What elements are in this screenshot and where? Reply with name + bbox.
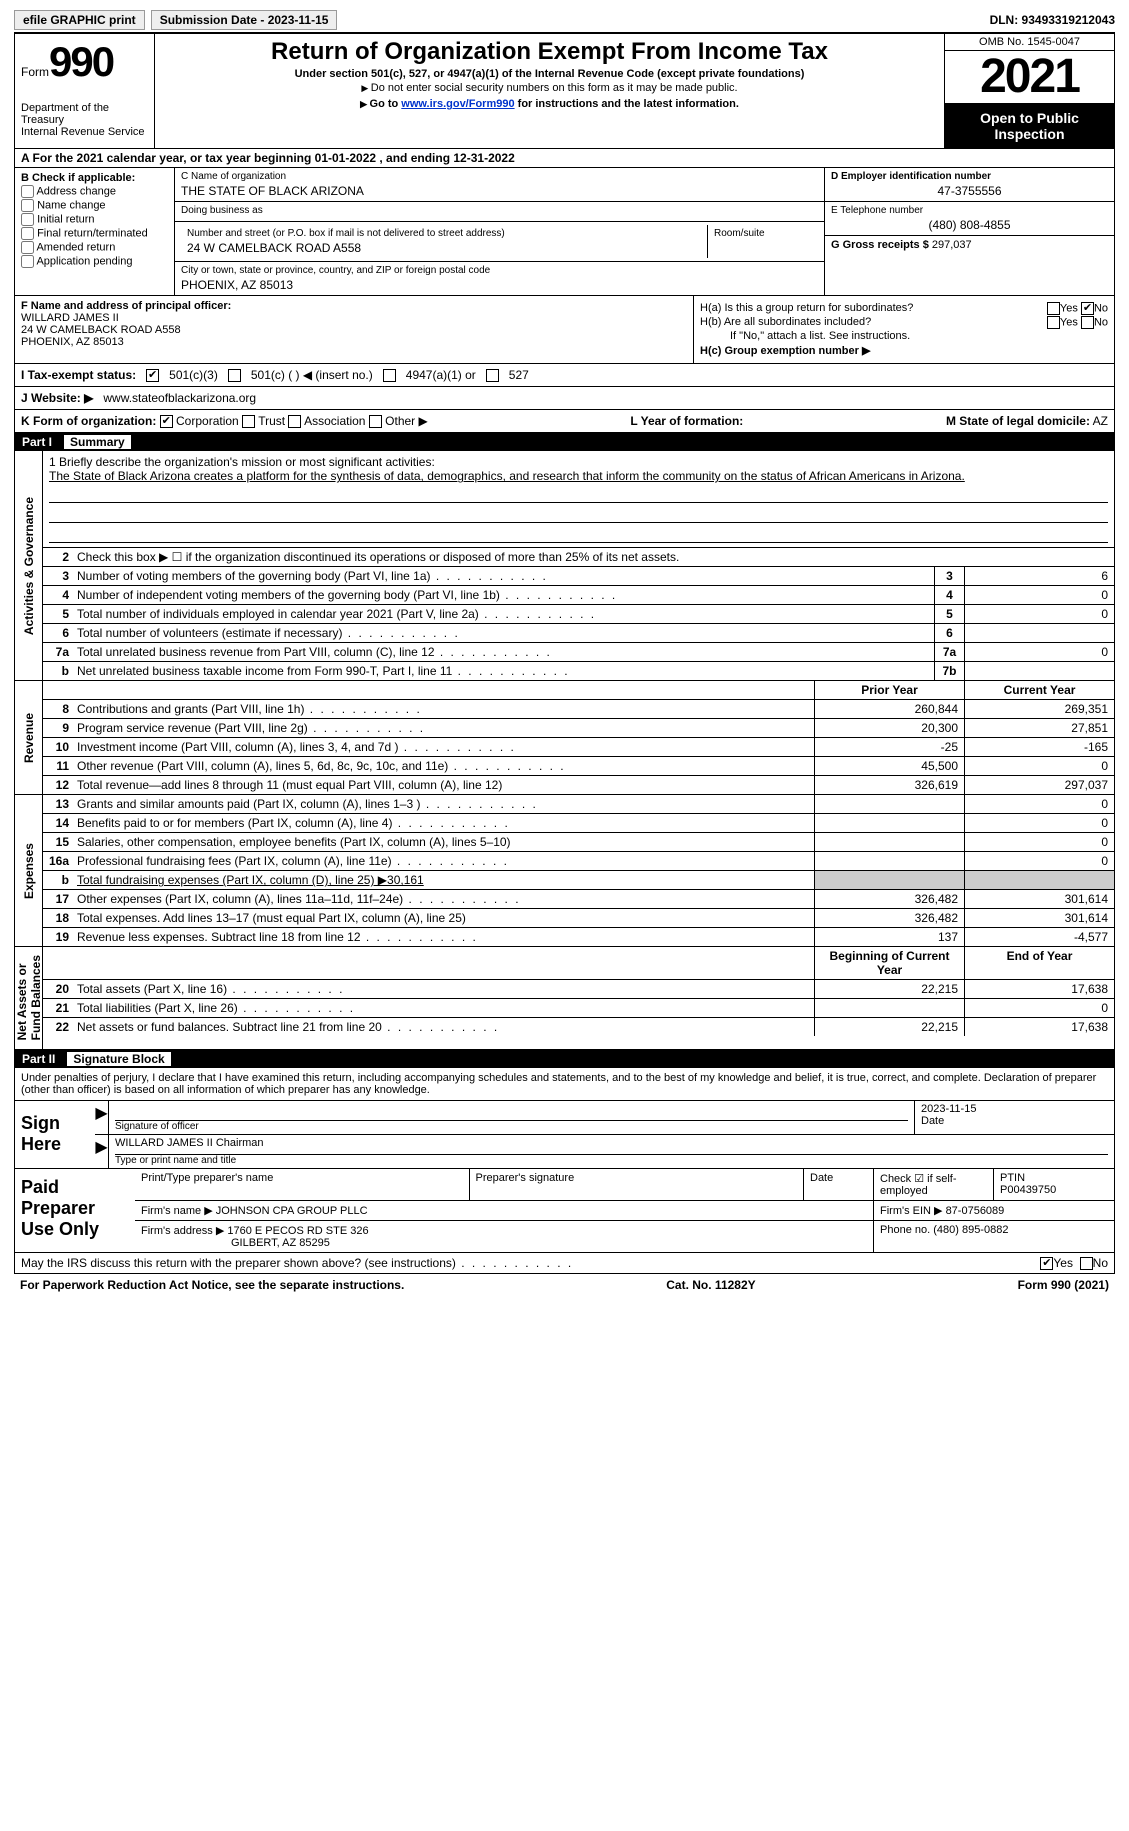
form-title: Return of Organization Exempt From Incom… — [161, 38, 938, 66]
footer: For Paperwork Reduction Act Notice, see … — [14, 1274, 1115, 1296]
cb-hb-yes[interactable] — [1047, 316, 1060, 329]
gross-receipts: 297,037 — [932, 239, 972, 251]
officer-name: WILLARD JAMES II — [21, 312, 687, 324]
arrow-icon: ▶ — [95, 1135, 109, 1168]
cb-501c3[interactable] — [146, 369, 159, 382]
street-address: 24 W CAMELBACK ROAD A558 — [187, 241, 701, 255]
prior-year-hdr: Prior Year — [814, 681, 964, 699]
part-1-header: Part I Summary — [14, 433, 1115, 451]
cb-501c[interactable] — [228, 369, 241, 382]
firm-ein: 87-0756089 — [946, 1205, 1005, 1217]
section-f: F Name and address of principal officer:… — [15, 296, 694, 363]
telephone: (480) 808-4855 — [831, 218, 1108, 232]
perjury-statement: Under penalties of perjury, I declare th… — [14, 1068, 1115, 1101]
cb-other[interactable] — [369, 415, 382, 428]
topbar: efile GRAPHIC print Submission Date - 20… — [14, 10, 1115, 33]
cb-address-change[interactable] — [21, 185, 34, 198]
current-year-hdr: Current Year — [964, 681, 1114, 699]
cb-name-change[interactable] — [21, 199, 34, 212]
omb-number: OMB No. 1545-0047 — [945, 34, 1114, 51]
col-b: B Check if applicable: Address change Na… — [15, 168, 175, 295]
na-label: Net Assets or Fund Balances — [15, 947, 43, 1048]
cb-corporation[interactable] — [160, 415, 173, 428]
firm-name: JOHNSON CPA GROUP PLLC — [216, 1205, 368, 1217]
cb-initial-return[interactable] — [21, 213, 34, 226]
begin-year-hdr: Beginning of Current Year — [814, 947, 964, 979]
tax-exempt-row: I Tax-exempt status: 501(c)(3) 501(c) ( … — [14, 364, 1115, 387]
end-year-hdr: End of Year — [964, 947, 1114, 979]
line5-val: 0 — [964, 605, 1114, 623]
public-inspection: Open to Public Inspection — [945, 104, 1114, 148]
cb-hb-no[interactable] — [1081, 316, 1094, 329]
officer-name-title: WILLARD JAMES II Chairman — [115, 1137, 1108, 1155]
section-h: H(a) Is this a group return for subordin… — [694, 296, 1114, 363]
department: Department of the Treasury Internal Reve… — [21, 102, 148, 138]
org-name: THE STATE OF BLACK ARIZONA — [181, 184, 818, 198]
cb-association[interactable] — [288, 415, 301, 428]
line6-val — [964, 624, 1114, 642]
cb-discuss-yes[interactable] — [1040, 1257, 1053, 1270]
cb-527[interactable] — [486, 369, 499, 382]
submission-date: Submission Date - 2023-11-15 — [151, 10, 338, 30]
tax-year: 2021 — [945, 51, 1114, 104]
firm-phone: (480) 895-0882 — [933, 1224, 1008, 1236]
paid-preparer-label: Paid Preparer Use Only — [15, 1169, 135, 1252]
cb-trust[interactable] — [242, 415, 255, 428]
line7b-val — [964, 662, 1114, 680]
cb-4947[interactable] — [383, 369, 396, 382]
row-a: A For the 2021 calendar year, or tax yea… — [14, 149, 1115, 168]
cb-ha-no[interactable] — [1081, 302, 1094, 315]
arrow-icon: ▶ — [95, 1101, 109, 1134]
discuss-row: May the IRS discuss this return with the… — [14, 1253, 1115, 1274]
sign-date: 2023-11-15 — [921, 1103, 1108, 1115]
firm-address: 1760 E PECOS RD STE 326 — [227, 1225, 368, 1237]
cb-discuss-no[interactable] — [1080, 1257, 1093, 1270]
subtitle-1: Under section 501(c), 527, or 4947(a)(1)… — [161, 68, 938, 80]
state-domicile: AZ — [1093, 414, 1108, 428]
form-header: Form990 Department of the Treasury Inter… — [14, 33, 1115, 149]
ptin: P00439750 — [1000, 1184, 1108, 1196]
efile-button[interactable]: efile GRAPHIC print — [14, 10, 145, 30]
cb-application-pending[interactable] — [21, 255, 34, 268]
sign-here-label: Sign Here — [15, 1101, 95, 1168]
subtitle-2: Do not enter social security numbers on … — [161, 82, 938, 94]
line3-val: 6 — [964, 567, 1114, 585]
rev-label: Revenue — [15, 681, 43, 794]
gov-label: Activities & Governance — [15, 451, 43, 680]
city-state-zip: PHOENIX, AZ 85013 — [181, 278, 818, 292]
website-row: J Website: ▶ www.stateofblackarizona.org — [14, 387, 1115, 410]
mission: 1 Briefly describe the organization's mi… — [43, 451, 1114, 547]
form-number: 990 — [49, 38, 113, 86]
cb-ha-yes[interactable] — [1047, 302, 1060, 315]
part-2-header: Part II Signature Block — [14, 1050, 1115, 1068]
form-word: Form — [21, 65, 49, 79]
dln: DLN: 93493319212043 — [990, 13, 1115, 27]
cb-amended-return[interactable] — [21, 241, 34, 254]
form-of-org-row: K Form of organization: Corporation Trus… — [14, 410, 1115, 433]
line7a-val: 0 — [964, 643, 1114, 661]
line4-val: 0 — [964, 586, 1114, 604]
irs-link[interactable]: www.irs.gov/Form990 — [401, 98, 514, 110]
ein: 47-3755556 — [831, 184, 1108, 198]
exp-label: Expenses — [15, 795, 43, 946]
mission-text: The State of Black Arizona creates a pla… — [49, 469, 1108, 483]
website-url: www.stateofblackarizona.org — [103, 391, 256, 405]
cb-final-return[interactable] — [21, 227, 34, 240]
